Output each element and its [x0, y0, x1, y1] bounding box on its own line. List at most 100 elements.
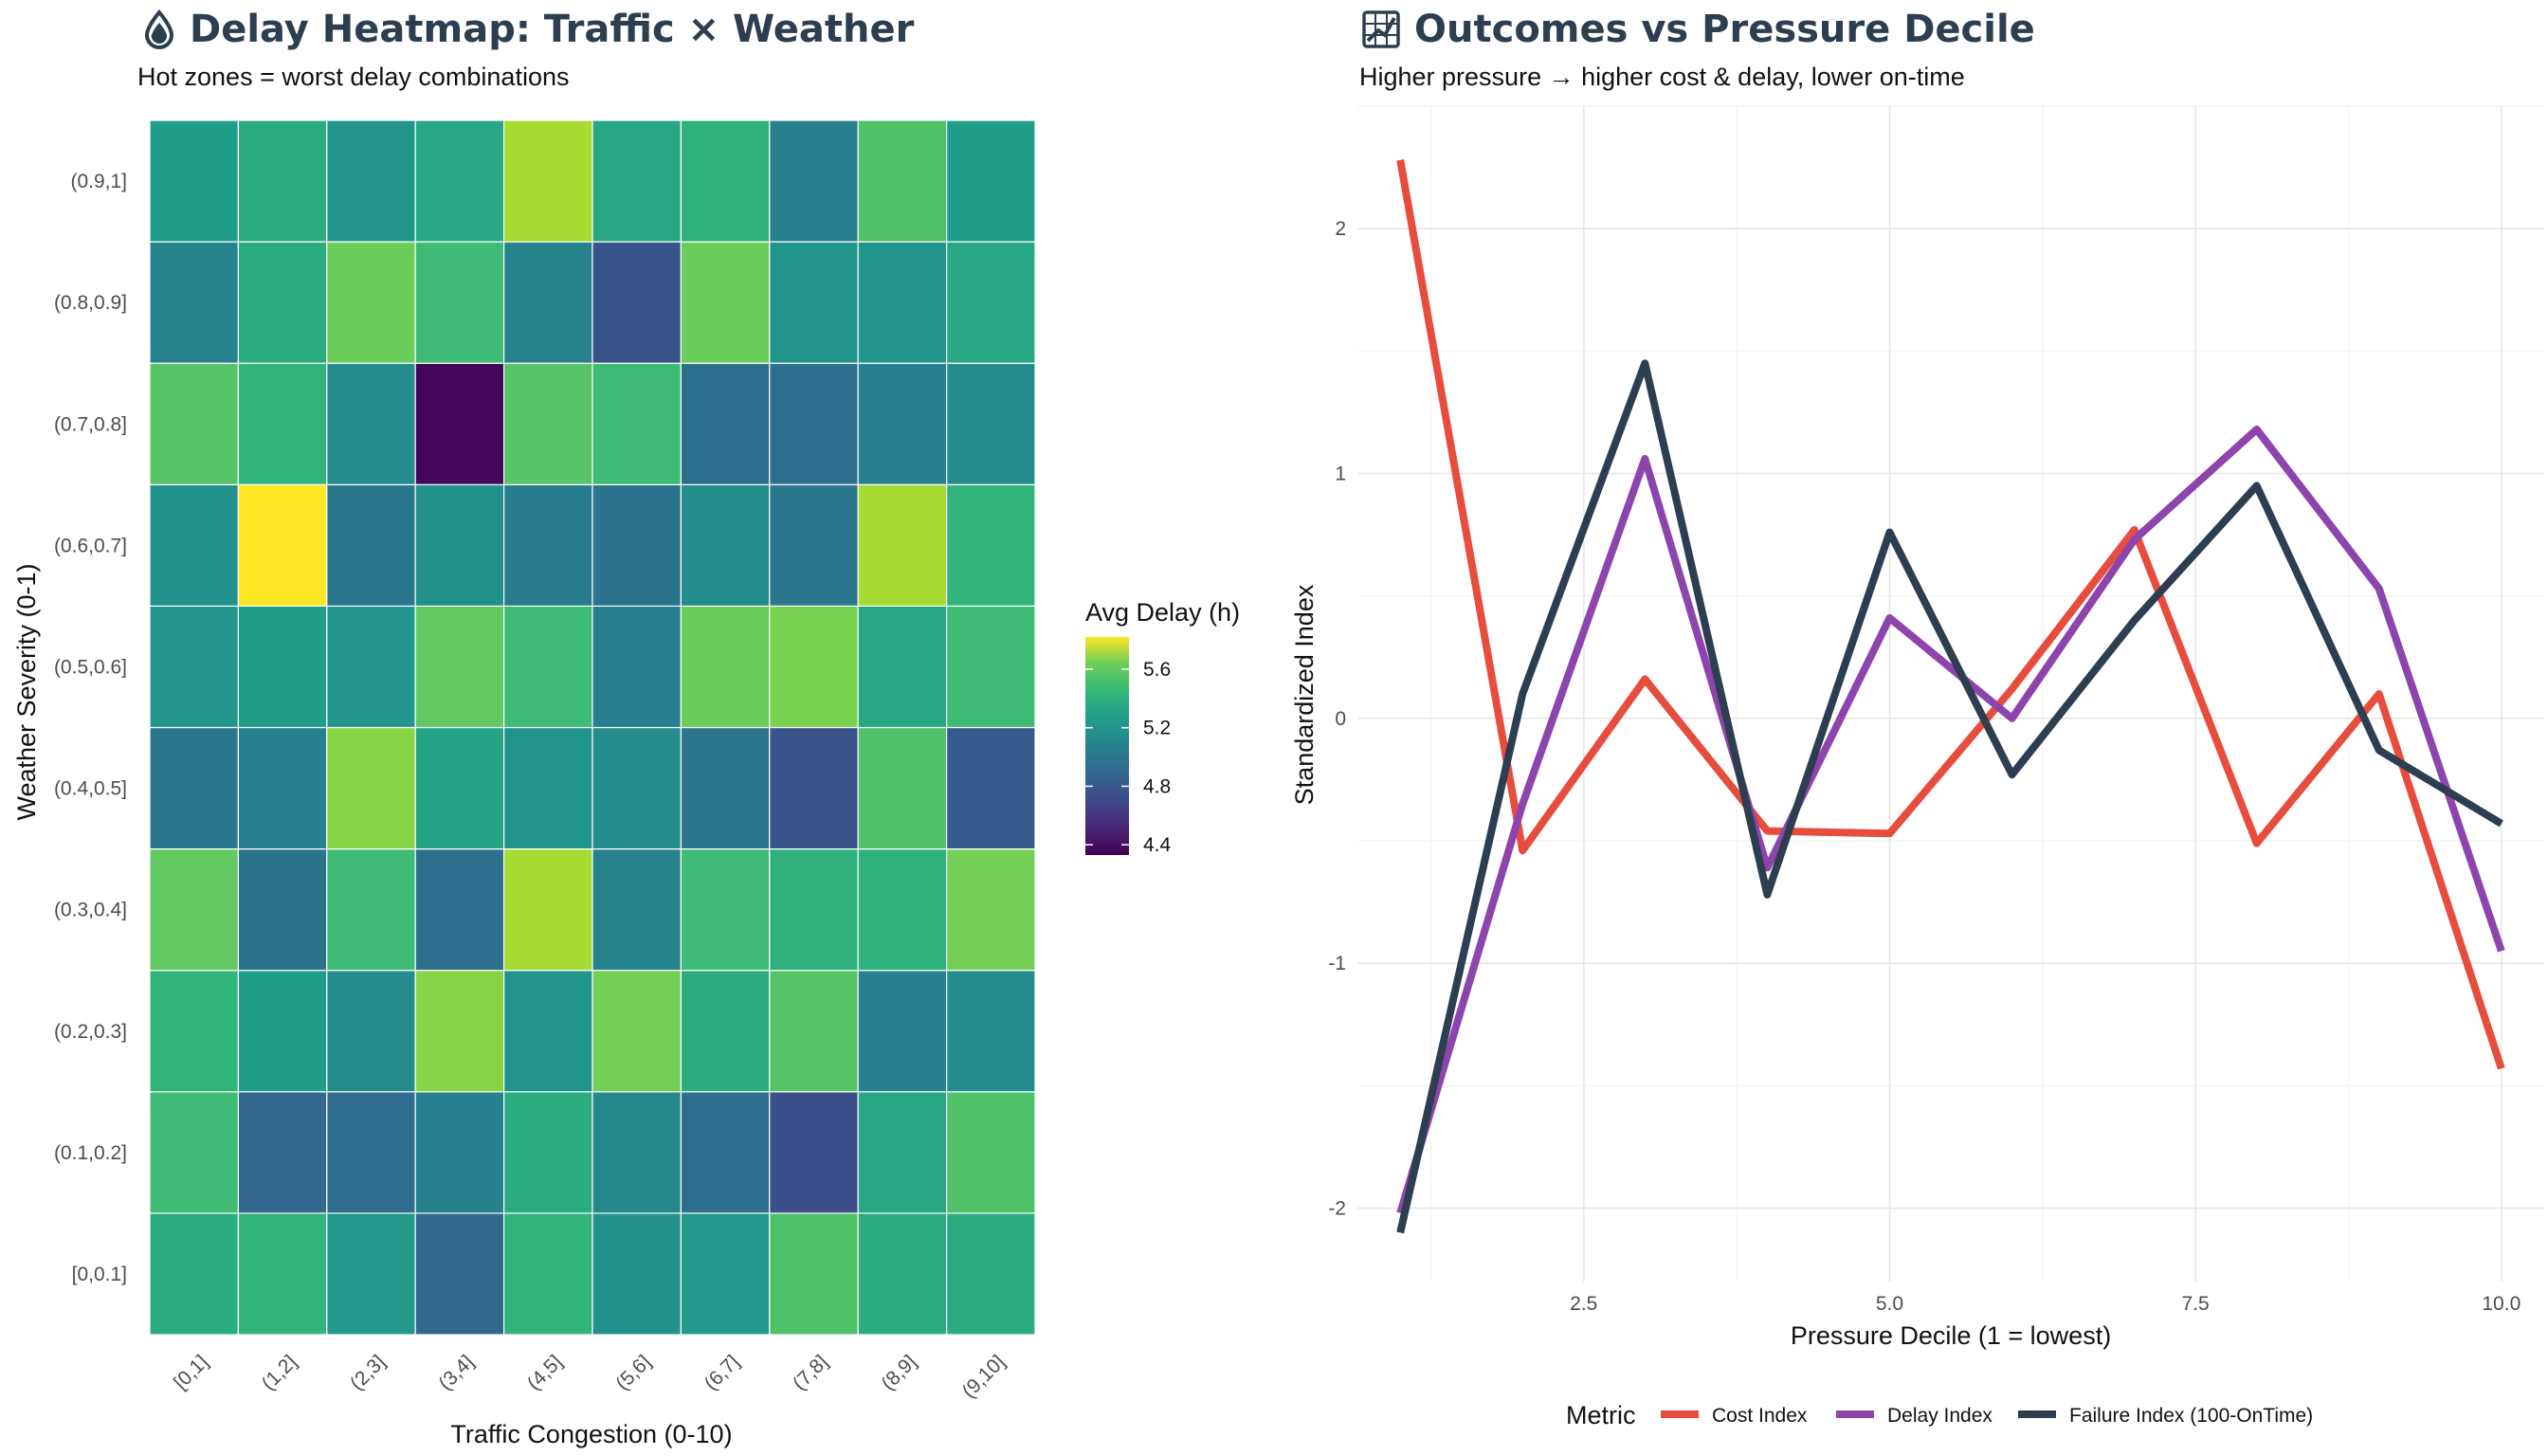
heatmap-cell — [769, 605, 859, 729]
line-chart-title-text: Outcomes vs Pressure Decile — [1414, 8, 2035, 51]
heatmap-y-tick-label: (0.1,0.2] — [54, 1142, 127, 1164]
heatmap-cell — [680, 241, 771, 364]
heatmap-cell — [149, 726, 240, 850]
heatmap-cell — [414, 1091, 505, 1214]
heatmap-cell — [414, 726, 505, 850]
heatmap-cell — [945, 726, 1036, 850]
heatmap-y-tick-label: (0.4,0.5] — [54, 778, 127, 800]
heatmap-cell — [326, 1212, 416, 1336]
heatmap-cell — [857, 483, 948, 607]
heatmap-x-axis-title: Traffic Congestion (0-10) — [450, 1420, 732, 1448]
heatmap-cell — [857, 970, 948, 1093]
heatmap-y-tick-label: (0.5,0.6] — [54, 656, 127, 678]
heatmap-cell — [326, 605, 416, 729]
line-chart-x-axis-title: Pressure Decile (1 = lowest) — [1791, 1321, 2111, 1350]
heatmap-cell — [680, 119, 771, 243]
line-chart-x-ticks: 2.5 5.0 7.5 10.0 — [1570, 1293, 2521, 1315]
heatmap-cell — [769, 119, 859, 243]
line-chart-y-tick-label: -2 — [1328, 1198, 1346, 1220]
line-chart-legend: Metric Cost Index Delay Index Failure Inde… — [1566, 1401, 2313, 1429]
heatmap-cell — [502, 119, 593, 243]
heatmap-title: Delay Heatmap: Traffic × Weather — [142, 8, 914, 51]
heatmap-cell — [326, 1091, 416, 1214]
heatmap-legend: Avg Delay (h) 4.4 4.8 5.2 5.6 — [1085, 598, 1240, 856]
heatmap-chart: [0,1] (1,2] (2,3] (3,4] (4,5] (5,6] (6,7] (7,8]… — [12, 119, 1240, 1448]
heatmap-cell — [680, 605, 771, 729]
heatmap-cell — [857, 605, 948, 729]
heatmap-x-tick-label: (3,4] — [434, 1351, 478, 1394]
heatmap-cell — [414, 241, 505, 364]
heatmap-cell — [237, 605, 328, 729]
heatmap-cell — [592, 1212, 682, 1336]
heatmap-cell — [945, 847, 1036, 972]
line-chart-legend-title: Metric — [1566, 1401, 1636, 1429]
heatmap-x-tick-label: (6,7] — [701, 1351, 744, 1394]
heatmap-cell — [502, 726, 593, 850]
heatmap-subtitle: Hot zones = worst delay combinations — [137, 63, 570, 91]
heatmap-cell — [857, 1212, 948, 1336]
heatmap-cell — [857, 119, 948, 243]
heatmap-cell — [237, 847, 328, 972]
heatmap-cell — [502, 605, 593, 729]
heatmap-x-tick-label: (2,3] — [346, 1351, 390, 1394]
heatmap-cell — [680, 970, 771, 1093]
series-line-failure-index-100-ontime — [1396, 359, 2503, 1234]
heatmap-x-tick-label: (9,10] — [958, 1351, 1010, 1402]
line-chart-y-tick-label: 1 — [1335, 464, 1346, 485]
heatmap-cell — [592, 362, 682, 485]
heatmap-legend-tick-label: 5.6 — [1143, 659, 1171, 681]
heatmap-cell — [592, 483, 682, 607]
heatmap-cell — [945, 1091, 1036, 1214]
heatmap-cell — [945, 362, 1036, 485]
line-chart-x-tick-label: 5.0 — [1876, 1293, 1903, 1315]
heatmap-cell — [857, 362, 948, 485]
heatmap-cell — [769, 1212, 859, 1336]
heatmap-cell — [326, 970, 416, 1093]
heatmap-cell — [414, 605, 505, 729]
heatmap-cell — [680, 1212, 771, 1336]
heatmap-cell — [502, 362, 593, 485]
heatmap-legend-tick-label: 5.2 — [1143, 718, 1171, 739]
heatmap-cell — [945, 605, 1036, 729]
legend-item-label: Delay Index — [1887, 1405, 1993, 1427]
line-chart-y-tick-label: -1 — [1328, 953, 1346, 974]
heatmap-cell — [237, 119, 328, 243]
heatmap-cell — [414, 362, 505, 485]
heatmap-cell — [592, 605, 682, 729]
heatmap-cell — [414, 119, 505, 243]
heatmap-x-ticks: [0,1] (1,2] (2,3] (3,4] (4,5] (5,6] (6,7] (7,8]… — [170, 1351, 1010, 1402]
heatmap-cell — [769, 970, 859, 1093]
heatmap-cell — [945, 241, 1036, 364]
heatmap-cell — [680, 483, 771, 607]
heatmap-x-tick-label: [0,1] — [170, 1351, 212, 1393]
heatmap-cell — [149, 483, 240, 607]
line-chart-x-tick-label: 10.0 — [2482, 1293, 2521, 1315]
heatmap-cell — [592, 847, 682, 972]
heatmap-cell — [149, 362, 240, 485]
heatmap-cell — [149, 1212, 240, 1336]
heatmap-y-tick-label: (0.3,0.4] — [54, 900, 127, 921]
heatmap-cell — [326, 241, 416, 364]
heatmap-cell — [237, 483, 328, 607]
heatmap-cell — [769, 847, 859, 972]
heatmap-cell — [769, 726, 859, 850]
heatmap-x-tick-label: (1,2] — [258, 1351, 301, 1394]
heatmap-cell — [680, 1091, 771, 1214]
heatmap-legend-tick-label: 4.8 — [1143, 775, 1171, 797]
heatmap-cell — [945, 970, 1036, 1093]
heatmap-cell — [237, 362, 328, 485]
heatmap-y-tick-label: (0.2,0.3] — [54, 1021, 127, 1043]
line-chart-subtitle: Higher pressure → higher cost & delay, l… — [1359, 63, 1965, 91]
heatmap-cell — [592, 970, 682, 1093]
droplet-icon — [144, 9, 174, 49]
heatmap-cell — [680, 847, 771, 972]
chart-icon — [1362, 10, 1400, 48]
heatmap-cell — [237, 241, 328, 364]
heatmap-cell — [149, 119, 240, 243]
heatmap-cell — [857, 847, 948, 972]
legend-item-label: Cost Index — [1712, 1405, 1808, 1427]
heatmap-cell — [149, 847, 240, 972]
line-chart-x-tick-label: 7.5 — [2182, 1293, 2210, 1315]
heatmap-legend-title: Avg Delay (h) — [1085, 598, 1240, 627]
heatmap-cell — [945, 483, 1036, 607]
